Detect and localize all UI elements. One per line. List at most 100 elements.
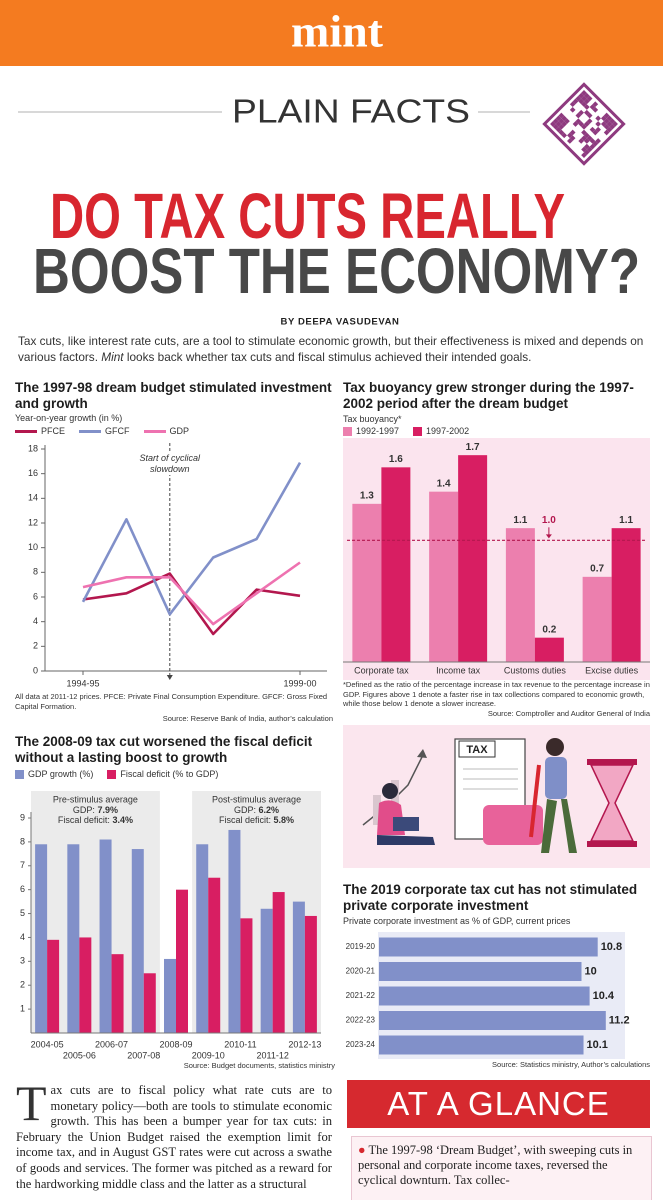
legend-label: 1997-2002 [426, 426, 470, 436]
value-label: 0.2 [542, 624, 556, 635]
reference-label: 1.0 [542, 515, 556, 526]
reference-arrow-head [545, 534, 552, 539]
y-axis-label: Tax buoyancy* [343, 414, 402, 424]
value-label: 0.7 [590, 563, 604, 574]
bar [196, 844, 209, 1033]
y-tick-label: 16 [28, 468, 38, 478]
annotation-label: GDP: [234, 805, 259, 815]
y-tick-label: 2020-21 [346, 967, 376, 976]
x-tick-label: 2011-12 [256, 1050, 288, 1060]
qr-code [542, 82, 626, 166]
value-label: 10.4 [593, 990, 615, 1002]
x-tick-label: Customs duties [504, 665, 567, 675]
y-tick-label: 12 [28, 517, 38, 527]
value-label: 11.2 [609, 1014, 630, 1026]
figure-head [382, 783, 398, 799]
annotation: GDP: 7.9% [73, 805, 118, 815]
x-tick-label: 2005-06 [63, 1050, 96, 1060]
glance-point: The 1997-98 ‘Dream Budget’, with sweepin… [358, 1143, 633, 1187]
legend-item: GDP [143, 426, 190, 436]
figure-legs [541, 799, 577, 853]
legend-label: GDP growth (%) [28, 769, 94, 779]
masthead: mint PLAIN FACTS DO TAX CUTS REALLY BOOS… [0, 0, 663, 328]
bar [292, 901, 305, 1033]
bar [240, 918, 253, 1033]
legend-swatch [413, 426, 423, 436]
y-tick-label: 2019-20 [346, 942, 376, 951]
y-tick-label: 8 [20, 836, 25, 846]
series-line [82, 572, 301, 636]
figure-body [545, 757, 567, 799]
annotation-value: 6.2% [259, 805, 280, 815]
legend-item: 1992-1997 [343, 426, 399, 436]
chart-note: All data at 2011-12 prices. PFCE: Privat… [15, 692, 328, 711]
bar [534, 637, 564, 662]
annotation: Start of cyclical slowdown [133, 453, 206, 475]
legend-label: Fiscal deficit (% to GDP) [120, 769, 219, 779]
x-tick-label: 2007-08 [127, 1050, 160, 1060]
annotation-value: 7.9% [97, 805, 118, 815]
bar [379, 1011, 606, 1030]
annotation-label: GDP: [73, 805, 98, 815]
legend-item: GFCF [79, 426, 130, 436]
hourglass-cap [587, 841, 637, 847]
legend-item: GDP growth (%) [15, 769, 93, 779]
annotation-value: 3.4% [112, 815, 133, 825]
byline: BY DEEPA VASUDEVAN [280, 317, 399, 328]
marker-arrow [166, 675, 173, 680]
y-tick-label: 2021-22 [346, 991, 376, 1000]
y-tick-label: 10 [28, 542, 38, 552]
bar [505, 528, 535, 662]
y-tick-label: 14 [28, 493, 38, 503]
value-label: 1.7 [466, 442, 480, 453]
bar [79, 937, 92, 1033]
legend-item: Fiscal deficit (% to GDP) [107, 769, 218, 779]
bar [260, 908, 273, 1033]
x-tick-label: Excise duties [585, 665, 639, 675]
x-tick-label: 2010-11 [224, 1039, 256, 1049]
legend-label: PFCE [41, 426, 66, 436]
bullet: ● [358, 1143, 366, 1157]
tax-sign: TAX [466, 744, 488, 756]
annotation: Fiscal deficit: 3.4% [58, 815, 133, 825]
bar [111, 954, 124, 1033]
figure-legs [377, 835, 435, 845]
annotation-label: Fiscal deficit: [219, 815, 274, 825]
bar [582, 576, 612, 662]
chart-subtitle: Private corporate investment as % of GDP… [343, 916, 571, 926]
hourglass-cap [587, 759, 637, 765]
y-tick-label: 4 [20, 932, 25, 942]
chart-source: Source: Budget documents, statistics min… [183, 1061, 335, 1070]
bar [67, 844, 80, 1033]
bar [208, 877, 221, 1033]
chart-title: The 1997-98 dream budget stimulated inve… [15, 380, 332, 411]
bar [35, 844, 48, 1033]
tax-sign-box [458, 740, 496, 758]
value-label: 10 [585, 965, 597, 977]
bar [381, 467, 411, 662]
y-axis-label: Year-on-year growth (in %) [15, 413, 123, 423]
bar [176, 889, 188, 1033]
legend-label: GDP [169, 426, 190, 436]
illustration: TAX [343, 725, 650, 868]
bar [164, 958, 176, 1033]
annotation: Fiscal deficit: 5.8% [219, 815, 294, 825]
y-tick-label: 5 [20, 908, 25, 918]
legend-label: 1992-1997 [356, 426, 400, 436]
bar [47, 939, 60, 1033]
series-line [82, 561, 301, 626]
chart-title: The 2019 corporate tax cut has not stimu… [343, 882, 638, 913]
value-label: 1.1 [513, 515, 527, 526]
chart-title: The 2008-09 tax cut worsened the fiscal … [15, 734, 313, 765]
brand: mint [291, 6, 384, 57]
bar [131, 849, 144, 1033]
legend-swatch [15, 429, 37, 433]
x-tick-label: 1999-00 [283, 678, 316, 688]
chart-block: The 2008-09 tax cut worsened the fiscal … [15, 734, 335, 1071]
annotation: GDP: 6.2% [234, 805, 279, 815]
y-tick-label: 2022-23 [346, 1016, 376, 1025]
article-text: Tax cuts are to fiscal policy what rate … [16, 1083, 332, 1191]
bar [379, 962, 582, 981]
